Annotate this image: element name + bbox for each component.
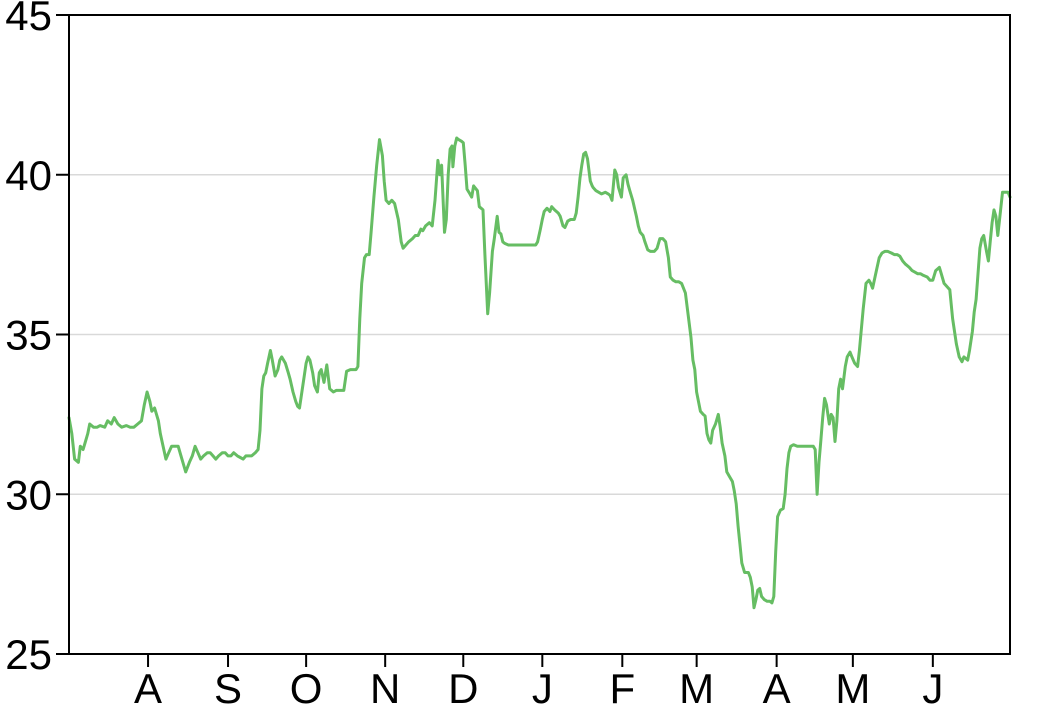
y-axis-tick-label: 45 [5,0,52,39]
x-axis-month-label: F [609,665,635,708]
x-axis-month-label: N [370,665,400,708]
y-axis-tick-label: 40 [5,152,52,199]
x-axis-month-label: J [532,665,553,708]
x-axis-month-label: M [679,665,714,708]
y-axis-tick-label: 35 [5,312,52,359]
y-axis-tick-label: 30 [5,471,52,518]
x-axis-month-label: A [134,665,162,708]
x-axis-month-label: D [448,665,478,708]
x-axis-month-label: J [922,665,943,708]
x-axis-month-label: M [835,665,870,708]
price-line [67,136,1012,610]
y-axis-tick-label: 25 [5,631,52,678]
x-axis-month-label: O [290,665,323,708]
x-axis-month-label: A [763,665,791,708]
x-axis-month-label: S [214,665,242,708]
